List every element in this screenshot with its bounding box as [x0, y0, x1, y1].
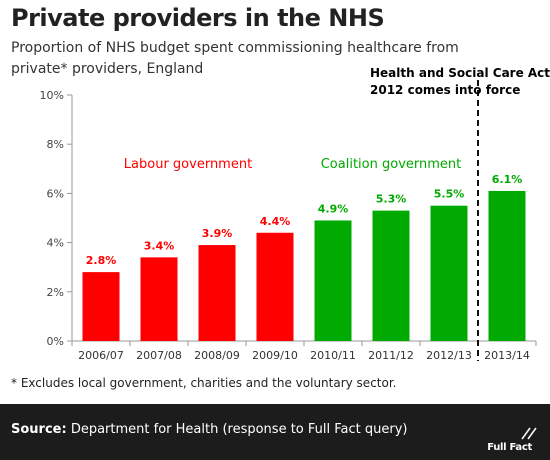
- data-label: 6.1%: [492, 173, 523, 186]
- y-tick-label: 2%: [47, 286, 64, 299]
- bar: [430, 205, 468, 341]
- bar: [198, 245, 236, 341]
- annotation-coalition: Coalition government: [321, 157, 462, 172]
- y-tick-label: 10%: [40, 89, 64, 102]
- x-tick-label: 2008/09: [194, 349, 240, 362]
- y-tick-label: 4%: [47, 237, 64, 250]
- y-tick-label: 6%: [47, 187, 64, 200]
- x-tick-label: 2013/14: [484, 349, 530, 362]
- x-tick-label: 2010/11: [310, 349, 356, 362]
- data-label: 5.3%: [376, 193, 407, 206]
- y-tick-label: 0%: [47, 335, 64, 348]
- x-tick-label: 2012/13: [426, 349, 472, 362]
- bar: [140, 257, 178, 341]
- y-tick-label: 8%: [47, 138, 64, 151]
- full-fact-logo: Full Fact: [487, 426, 542, 456]
- x-tick-label: 2006/07: [78, 349, 124, 362]
- logo-text: Full Fact: [487, 442, 532, 453]
- bar: [372, 210, 410, 341]
- bar: [314, 220, 352, 341]
- data-label: 4.9%: [318, 202, 349, 215]
- bar: [488, 190, 526, 341]
- chart-subtitle: Proportion of NHS budget spent commissio…: [11, 40, 459, 77]
- data-label: 4.4%: [260, 215, 291, 228]
- data-label: 5.5%: [434, 188, 465, 201]
- data-label: 3.4%: [144, 239, 175, 252]
- bar: [256, 232, 294, 341]
- logo-ticks-icon: [521, 427, 537, 440]
- bar: [82, 272, 120, 341]
- source-detail: Department for Health (response to Full …: [66, 422, 408, 437]
- x-tick-label: 2007/08: [136, 349, 182, 362]
- data-label: 2.8%: [86, 254, 117, 267]
- annotation-act: 2012 comes into force: [370, 83, 520, 97]
- data-label: 3.9%: [202, 227, 233, 240]
- source-text: Source: Department for Health (response …: [11, 422, 407, 437]
- chart-title: Private providers in the NHS: [11, 4, 385, 32]
- annotation-act: Health and Social Care Act: [370, 66, 550, 80]
- source-label: Source:: [11, 422, 67, 437]
- x-tick-label: 2011/12: [368, 349, 414, 362]
- bar-chart: 0% 2% 4% 6% 8% 10% 2.8% 2006/07 3.4% 2007/08 3.9% 2…: [40, 66, 550, 362]
- annotation-labour: Labour government: [124, 157, 252, 172]
- footnote: * Excludes local government, charities a…: [11, 376, 397, 390]
- x-tick-label: 2009/10: [252, 349, 298, 362]
- footer-bar: Source: Department for Health (response …: [0, 404, 550, 460]
